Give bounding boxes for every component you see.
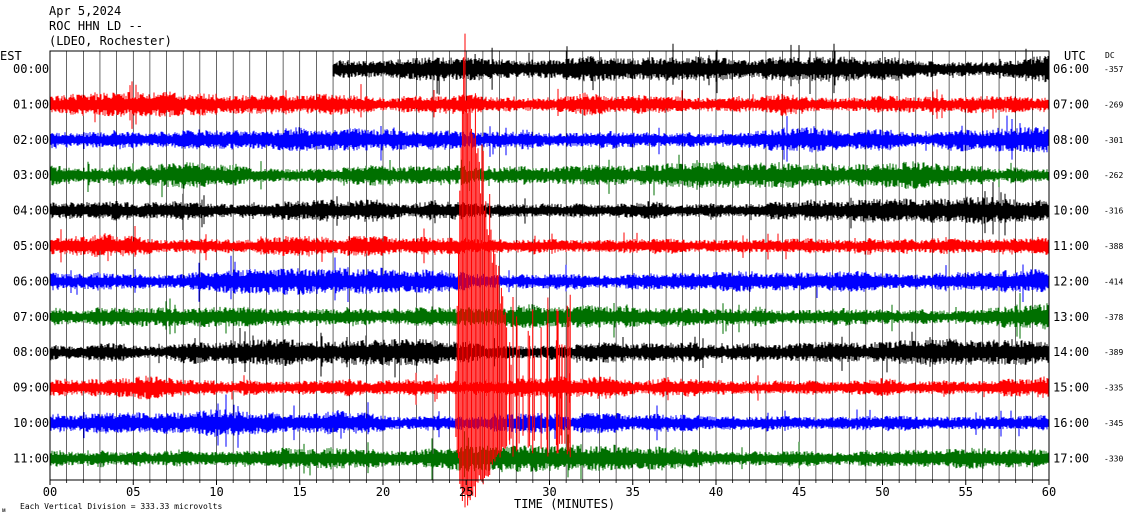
utc-hour-label: 10:00 xyxy=(1053,204,1089,218)
dc-offset-label: -357 xyxy=(1104,65,1123,74)
x-tick-label: 15 xyxy=(293,485,307,499)
utc-hour-label: 08:00 xyxy=(1053,133,1089,147)
utc-hour-label: 14:00 xyxy=(1053,345,1089,359)
x-tick-label: 50 xyxy=(875,485,889,499)
utc-axis-label: UTC xyxy=(1064,49,1086,63)
utc-hour-label: 11:00 xyxy=(1053,239,1089,253)
est-hour-label: 03:00 xyxy=(13,168,49,182)
dc-offset-label: -269 xyxy=(1104,100,1123,109)
est-hour-label: 05:00 xyxy=(13,239,49,253)
earthquake-signal xyxy=(455,33,571,508)
est-hour-label: 06:00 xyxy=(13,274,49,288)
header-station: ROC HHN LD -- xyxy=(49,19,143,33)
x-axis-title: TIME (MINUTES) xyxy=(514,497,615,511)
est-hour-label: 07:00 xyxy=(13,310,49,324)
label-layer: 00:00 06:00 -357 01:00 07:00 -269 02:00 08:00 -3… xyxy=(13,62,1123,499)
est-hour-label: 10:00 xyxy=(13,416,49,430)
x-tick-label: 00 xyxy=(43,485,57,499)
x-tick-label: 35 xyxy=(626,485,640,499)
utc-hour-label: 12:00 xyxy=(1053,274,1089,288)
event-layer xyxy=(455,33,571,508)
utc-hour-label: 09:00 xyxy=(1053,168,1089,182)
dc-offset-label: -389 xyxy=(1104,348,1123,357)
est-hour-label: 01:00 xyxy=(13,97,49,111)
est-hour-label: 04:00 xyxy=(13,204,49,218)
est-hour-label: 02:00 xyxy=(13,133,49,147)
utc-hour-label: 16:00 xyxy=(1053,416,1089,430)
dc-offset-label: -316 xyxy=(1104,207,1123,216)
est-hour-label: 00:00 xyxy=(13,62,49,76)
scale-note: Each Vertical Division = 333.33 microvol… xyxy=(20,502,222,511)
dc-offset-label: -330 xyxy=(1104,454,1123,463)
seismic-trace xyxy=(332,43,1049,95)
dc-offset-label: -345 xyxy=(1104,419,1123,428)
header-network: (LDEO, Rochester) xyxy=(49,34,172,48)
dc-offset-label: -262 xyxy=(1104,171,1123,180)
utc-hour-label: 13:00 xyxy=(1053,310,1089,324)
x-tick-label: 40 xyxy=(709,485,723,499)
dc-header-label: DC xyxy=(1105,51,1115,60)
x-tick-label: 60 xyxy=(1042,485,1056,499)
est-hour-label: 09:00 xyxy=(13,381,49,395)
dc-offset-label: -414 xyxy=(1104,277,1123,286)
x-tick-label: 25 xyxy=(459,485,473,499)
utc-hour-label: 07:00 xyxy=(1053,97,1089,111)
dc-offset-label: -301 xyxy=(1104,136,1123,145)
est-hour-label: 11:00 xyxy=(13,451,49,465)
x-tick-label: 30 xyxy=(542,485,556,499)
dc-offset-label: -335 xyxy=(1104,384,1123,393)
x-tick-label: 20 xyxy=(376,485,390,499)
x-tick-label: 55 xyxy=(959,485,973,499)
header-date: Apr 5,2024 xyxy=(49,4,122,18)
x-tick-label: 45 xyxy=(792,485,806,499)
x-tick-label: 10 xyxy=(209,485,223,499)
dc-offset-label: -388 xyxy=(1104,242,1123,251)
x-tick-label: 05 xyxy=(126,485,140,499)
utc-hour-label: 17:00 xyxy=(1053,451,1089,465)
dc-offset-label: -378 xyxy=(1104,313,1123,322)
logo-mark: ᴍ xyxy=(2,507,6,514)
est-axis-label: EST xyxy=(0,49,22,63)
utc-hour-label: 06:00 xyxy=(1053,62,1089,76)
utc-hour-label: 15:00 xyxy=(1053,381,1089,395)
est-hour-label: 08:00 xyxy=(13,345,49,359)
